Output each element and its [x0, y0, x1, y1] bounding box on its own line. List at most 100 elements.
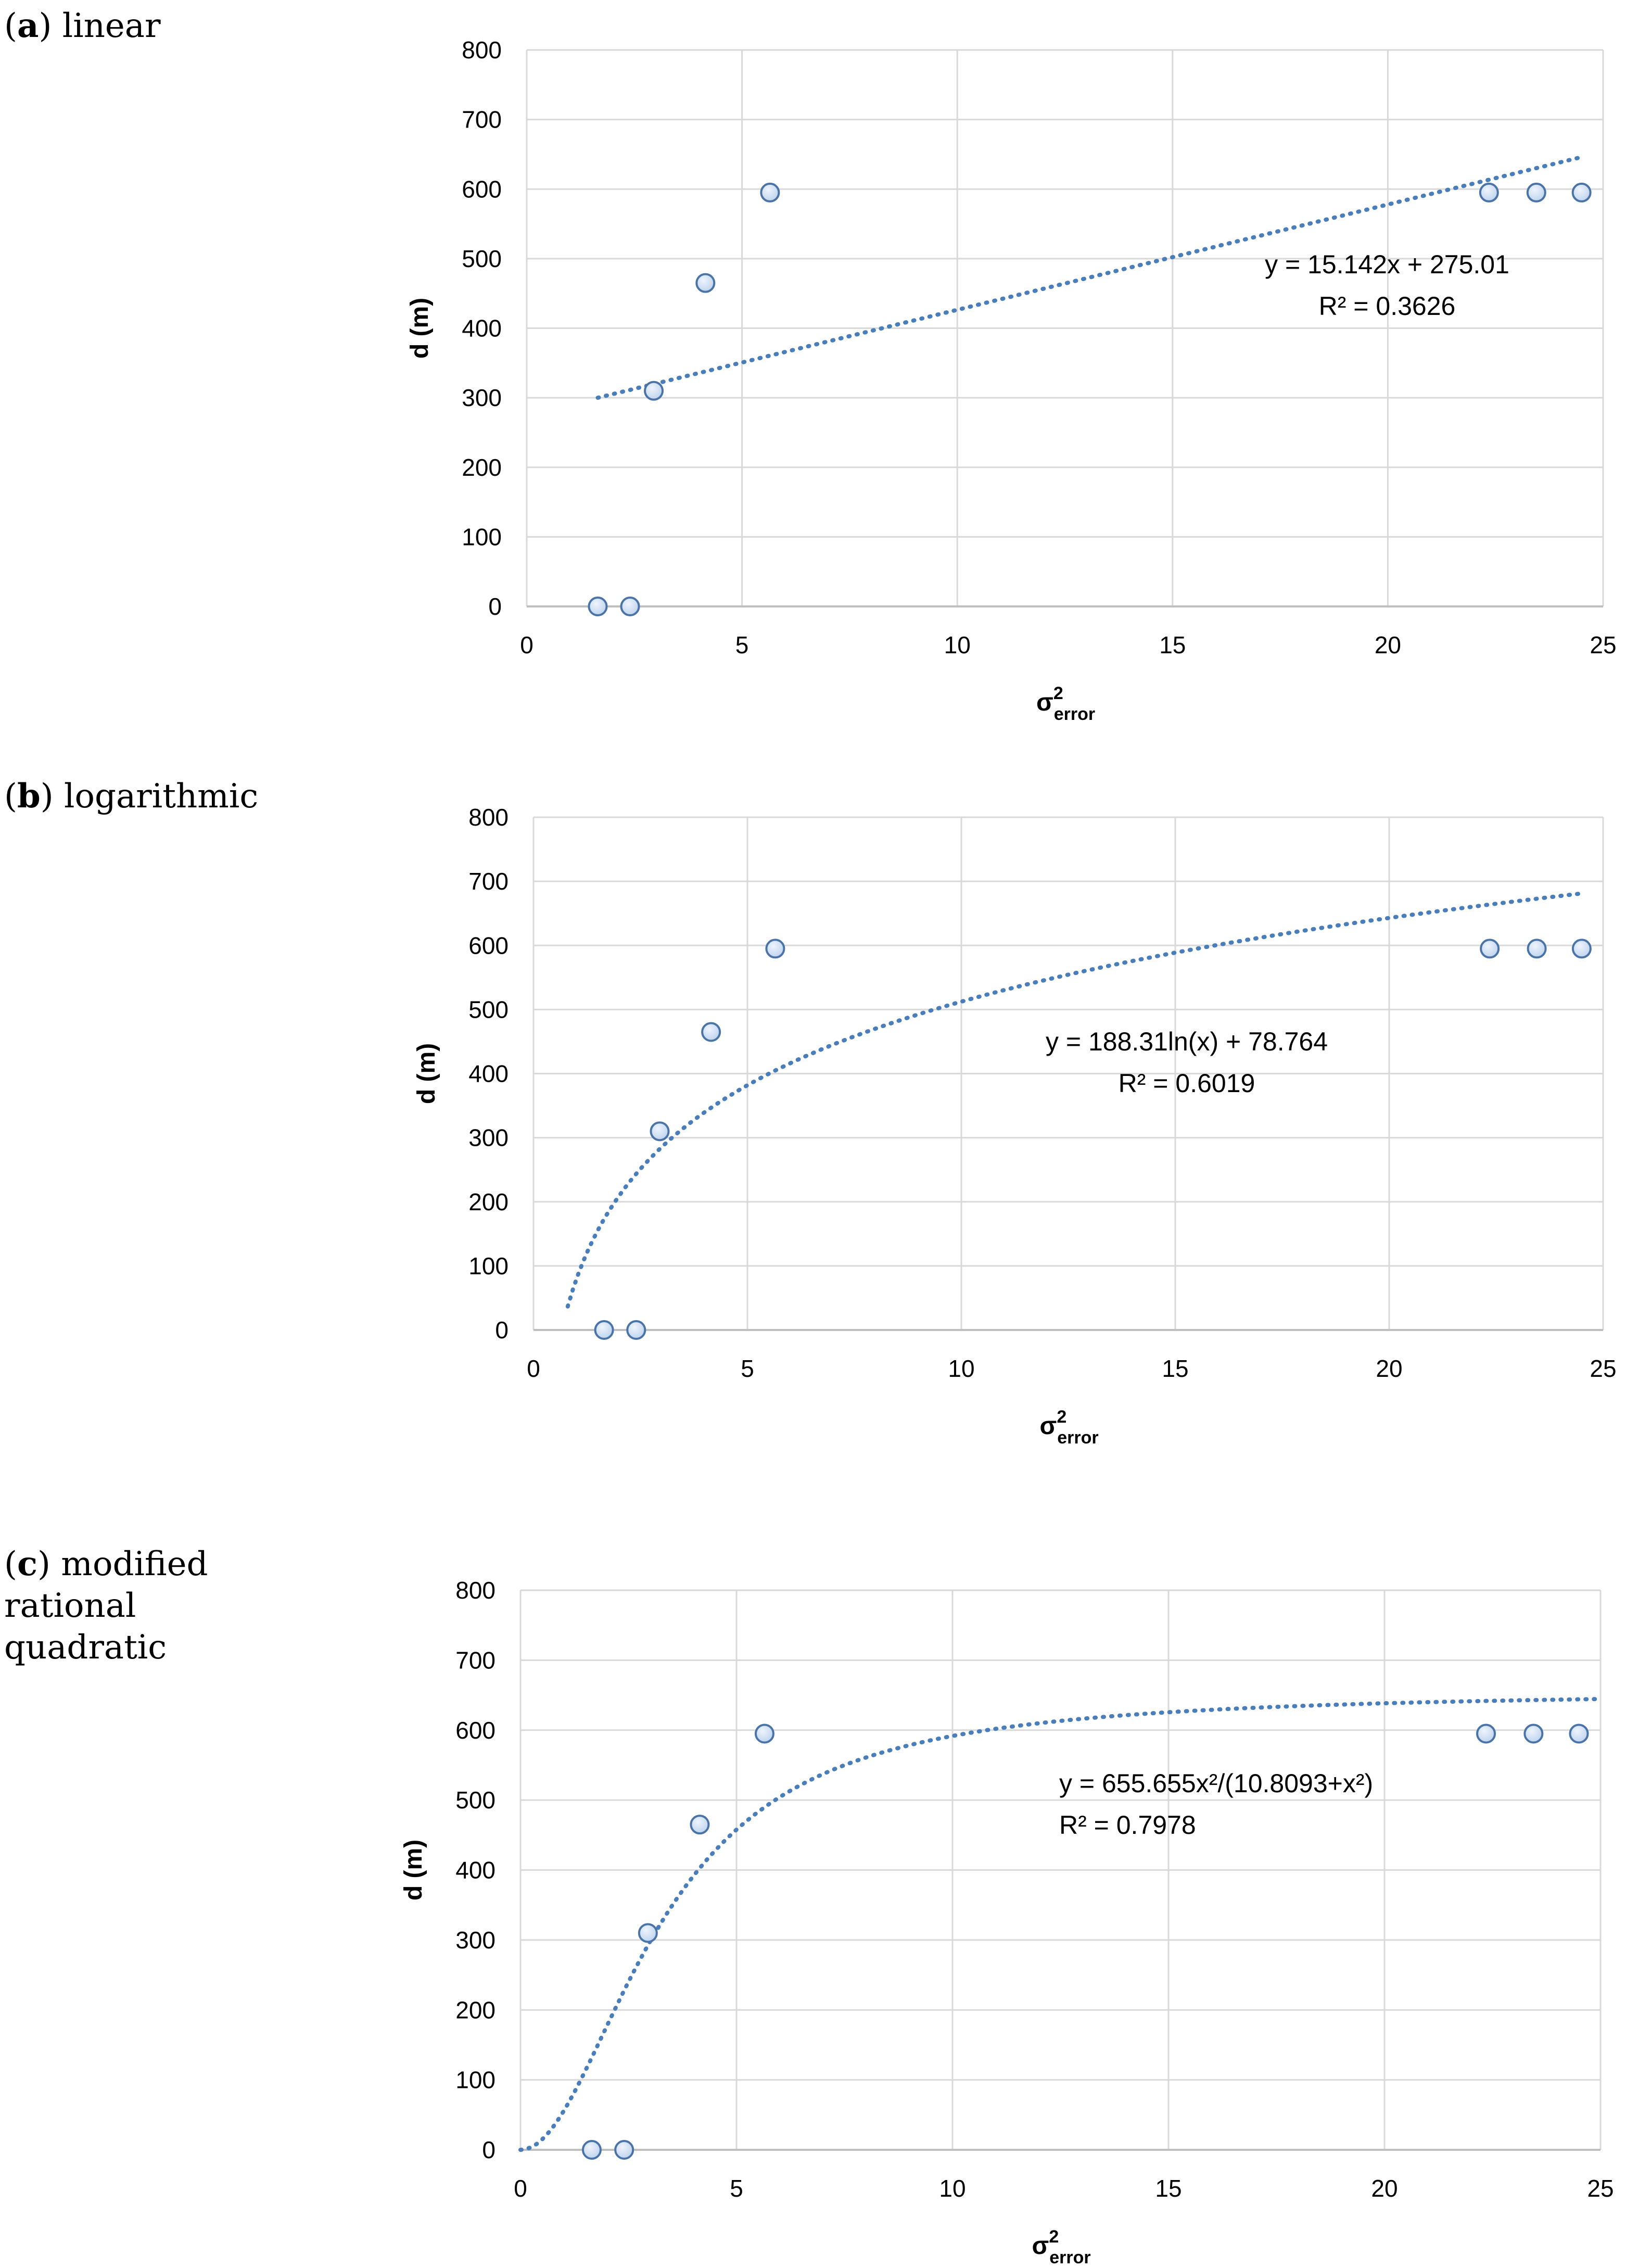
data-point — [1527, 939, 1547, 959]
x-tick-label: 10 — [939, 2175, 966, 2202]
y-tick-label: 300 — [462, 384, 502, 411]
x-tick-label: 5 — [730, 2175, 743, 2202]
y-tick-label: 800 — [468, 804, 509, 831]
x-tick-label: 10 — [948, 1355, 974, 1382]
x-tick-label: 0 — [520, 631, 533, 658]
y-tick-label: 0 — [482, 2136, 496, 2163]
y-axis-label: d (m) — [406, 298, 434, 359]
data-point — [765, 939, 785, 959]
y-tick-label: 200 — [455, 1996, 496, 2023]
data-point — [581, 2140, 602, 2160]
panel-letter: c — [17, 1544, 37, 1583]
x-axis-label-subscript: error — [1057, 1428, 1098, 1448]
data-point — [690, 1815, 710, 1835]
x-axis-label-symbol: σ — [1036, 689, 1053, 716]
x-axis-label: σ2 error — [1040, 1407, 1099, 1448]
data-point — [1476, 1724, 1496, 1744]
y-tick-label: 500 — [468, 996, 509, 1023]
panel-letter: a — [17, 6, 39, 45]
x-tick-label: 25 — [1590, 1355, 1616, 1382]
x-axis-label-subscript: error — [1049, 2248, 1090, 2267]
x-tick-label: 0 — [527, 1355, 540, 1382]
data-point — [588, 597, 608, 616]
chart-panel-c: 0 100 200 300 400 500 600 700 800 0 5 10 15 20 25 d (m)… — [400, 1577, 1614, 2267]
trendline — [518, 1696, 1603, 2152]
chart-panel-b: 0 100 200 300 400 500 600 700 800 0 5 10 15 20 25 d (m)… — [413, 804, 1617, 1448]
y-tick-label: 100 — [455, 2067, 496, 2094]
y-tick-label: 600 — [455, 1717, 496, 1744]
data-point — [620, 597, 640, 616]
y-tick-label: 100 — [468, 1252, 509, 1279]
r-squared-label: R² = 0.6019 — [1119, 1069, 1255, 1098]
y-tick-label: 600 — [462, 175, 502, 202]
y-tick-label: 0 — [495, 1316, 509, 1344]
data-point — [1571, 939, 1592, 959]
data-point — [1526, 182, 1546, 202]
trendline-equation: y = 188.31ln(x) + 78.764 — [1046, 1027, 1328, 1056]
trendline-equation: y = 655.655x²/(10.8093+x²) — [1059, 1769, 1373, 1798]
y-tick-label: 700 — [468, 868, 509, 895]
data-point — [754, 1724, 774, 1744]
data-point — [1479, 182, 1499, 202]
x-tick-label: 15 — [1162, 1355, 1188, 1382]
y-tick-label: 500 — [455, 1786, 496, 1814]
x-axis-label-symbol: σ — [1032, 2232, 1049, 2260]
y-tick-label: 600 — [468, 932, 509, 959]
x-tick-label: 15 — [1159, 631, 1186, 658]
x-tick-label: 25 — [1587, 2175, 1614, 2202]
x-tick-label: 20 — [1371, 2175, 1398, 2202]
data-point — [760, 182, 780, 202]
data-point — [626, 1320, 646, 1340]
panel-title: logarithmic — [53, 777, 259, 816]
y-tick-label: 0 — [488, 593, 502, 620]
y-tick-label: 800 — [462, 36, 502, 64]
panel-letter: b — [17, 777, 41, 816]
data-point — [1569, 1724, 1589, 1744]
panel-label-b: (b) logarithmic — [4, 777, 259, 816]
data-point — [701, 1022, 721, 1042]
data-point — [695, 273, 716, 293]
x-tick-label: 5 — [735, 631, 749, 658]
data-point — [650, 1121, 670, 1142]
data-point — [1523, 1724, 1544, 1744]
data-point — [1480, 939, 1500, 959]
data-point — [638, 1923, 658, 1943]
y-tick-label: 700 — [462, 106, 502, 133]
x-axis-label-superscript: 2 — [1049, 2227, 1059, 2247]
y-tick-label: 700 — [455, 1646, 496, 1674]
x-tick-label: 20 — [1375, 631, 1401, 658]
x-axis-label-subscript: error — [1054, 704, 1095, 724]
x-axis-label-superscript: 2 — [1053, 683, 1063, 703]
y-tick-label: 400 — [462, 315, 502, 342]
chart-panel-a: 0 100 200 300 400 500 600 700 800 0 5 10 15 20 25 d (m)… — [406, 36, 1617, 724]
y-axis-label: d (m) — [400, 1840, 427, 1900]
y-tick-label: 200 — [462, 454, 502, 481]
x-tick-label: 0 — [514, 2175, 527, 2202]
trendline-equation: y = 15.142x + 275.01 — [1265, 250, 1509, 279]
y-axis-label: d (m) — [413, 1043, 440, 1104]
x-tick-label: 5 — [741, 1355, 754, 1382]
y-tick-label: 300 — [468, 1124, 509, 1151]
x-tick-label: 25 — [1590, 631, 1616, 658]
y-tick-label: 500 — [462, 245, 502, 272]
panel-title: modified rational quadratic — [4, 1545, 208, 1667]
x-axis-label-superscript: 2 — [1057, 1407, 1066, 1427]
data-point — [614, 2140, 634, 2160]
y-tick-label: 400 — [468, 1060, 509, 1087]
y-tick-label: 200 — [468, 1188, 509, 1215]
x-axis-label: σ2 error — [1036, 683, 1095, 724]
x-axis-label: σ2 error — [1032, 2227, 1091, 2267]
data-point — [594, 1320, 614, 1340]
trendline — [595, 155, 1584, 400]
r-squared-label: R² = 0.3626 — [1319, 292, 1456, 321]
panel-label-a: (a) linear — [4, 6, 161, 45]
trendline — [565, 891, 1584, 1309]
data-point — [644, 381, 664, 401]
x-tick-label: 10 — [944, 631, 971, 658]
y-tick-label: 100 — [462, 523, 502, 550]
x-tick-label: 20 — [1376, 1355, 1402, 1382]
y-tick-label: 400 — [455, 1857, 496, 1884]
y-tick-label: 300 — [455, 1927, 496, 1954]
panel-label-c: (c) modified rational quadratic — [4, 1544, 208, 1667]
